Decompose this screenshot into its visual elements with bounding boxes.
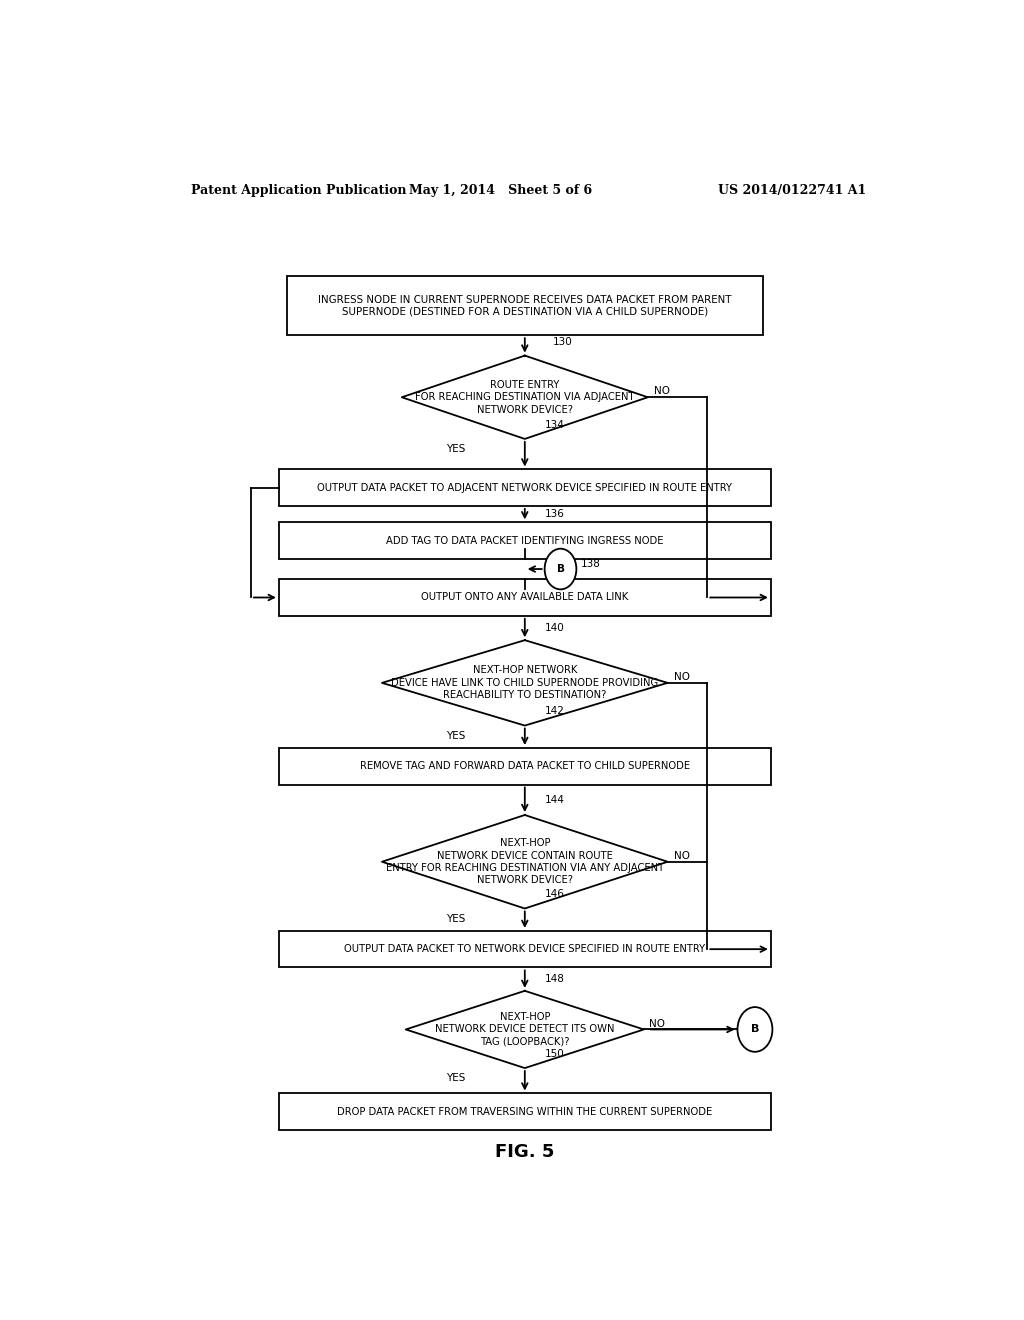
Text: B: B (556, 564, 564, 574)
Text: NO: NO (654, 387, 670, 396)
Text: NO: NO (674, 850, 690, 861)
Bar (279, 523, 771, 558)
Circle shape (737, 1007, 772, 1052)
Text: FIG. 5: FIG. 5 (496, 1143, 554, 1162)
Polygon shape (382, 640, 668, 726)
Text: 144: 144 (545, 795, 564, 805)
Bar (279, 1093, 771, 1130)
Bar (287, 276, 763, 335)
Text: INGRESS NODE IN CURRENT SUPERNODE RECEIVES DATA PACKET FROM PARENT
SUPERNODE (DE: INGRESS NODE IN CURRENT SUPERNODE RECEIV… (318, 294, 731, 317)
Text: OUTPUT ONTO ANY AVAILABLE DATA LINK: OUTPUT ONTO ANY AVAILABLE DATA LINK (421, 593, 629, 602)
Text: YES: YES (445, 444, 465, 454)
Text: B: B (751, 1024, 759, 1035)
Text: 146: 146 (545, 890, 564, 899)
Polygon shape (382, 814, 668, 908)
Bar (279, 931, 771, 968)
Text: NEXT-HOP NETWORK
DEVICE HAVE LINK TO CHILD SUPERNODE PROVIDING
REACHABILITY TO D: NEXT-HOP NETWORK DEVICE HAVE LINK TO CHI… (391, 665, 658, 701)
Text: 134: 134 (545, 420, 564, 430)
Text: NEXT-HOP
NETWORK DEVICE DETECT ITS OWN
TAG (LOOPBACK)?: NEXT-HOP NETWORK DEVICE DETECT ITS OWN T… (435, 1012, 614, 1047)
Bar (279, 579, 771, 616)
Text: YES: YES (445, 1073, 465, 1084)
Circle shape (545, 549, 577, 589)
Polygon shape (401, 355, 648, 440)
Text: 148: 148 (545, 974, 564, 985)
Bar (279, 470, 771, 506)
Text: 150: 150 (545, 1049, 564, 1059)
Bar (279, 748, 771, 784)
Text: 138: 138 (581, 558, 600, 569)
Text: ADD TAG TO DATA PACKET IDENTIFYING INGRESS NODE: ADD TAG TO DATA PACKET IDENTIFYING INGRE… (386, 536, 664, 545)
Text: YES: YES (445, 913, 465, 924)
Text: 136: 136 (545, 510, 564, 519)
Text: NEXT-HOP
NETWORK DEVICE CONTAIN ROUTE
ENTRY FOR REACHING DESTINATION VIA ANY ADJ: NEXT-HOP NETWORK DEVICE CONTAIN ROUTE EN… (386, 838, 664, 886)
Text: YES: YES (445, 731, 465, 741)
Text: May 1, 2014   Sheet 5 of 6: May 1, 2014 Sheet 5 of 6 (410, 185, 593, 198)
Text: REMOVE TAG AND FORWARD DATA PACKET TO CHILD SUPERNODE: REMOVE TAG AND FORWARD DATA PACKET TO CH… (359, 762, 690, 771)
Polygon shape (406, 991, 644, 1068)
Text: NO: NO (648, 1019, 665, 1030)
Text: OUTPUT DATA PACKET TO NETWORK DEVICE SPECIFIED IN ROUTE ENTRY: OUTPUT DATA PACKET TO NETWORK DEVICE SPE… (344, 944, 706, 954)
Text: 140: 140 (545, 623, 564, 634)
Text: 130: 130 (553, 338, 572, 347)
Text: OUTPUT DATA PACKET TO ADJACENT NETWORK DEVICE SPECIFIED IN ROUTE ENTRY: OUTPUT DATA PACKET TO ADJACENT NETWORK D… (317, 483, 732, 492)
Text: 142: 142 (545, 706, 564, 717)
Text: NO: NO (674, 672, 690, 681)
Text: ROUTE ENTRY
FOR REACHING DESTINATION VIA ADJACENT
NETWORK DEVICE?: ROUTE ENTRY FOR REACHING DESTINATION VIA… (415, 380, 635, 414)
Text: DROP DATA PACKET FROM TRAVERSING WITHIN THE CURRENT SUPERNODE: DROP DATA PACKET FROM TRAVERSING WITHIN … (337, 1106, 713, 1117)
Text: US 2014/0122741 A1: US 2014/0122741 A1 (718, 185, 866, 198)
Text: Patent Application Publication: Patent Application Publication (191, 185, 407, 198)
